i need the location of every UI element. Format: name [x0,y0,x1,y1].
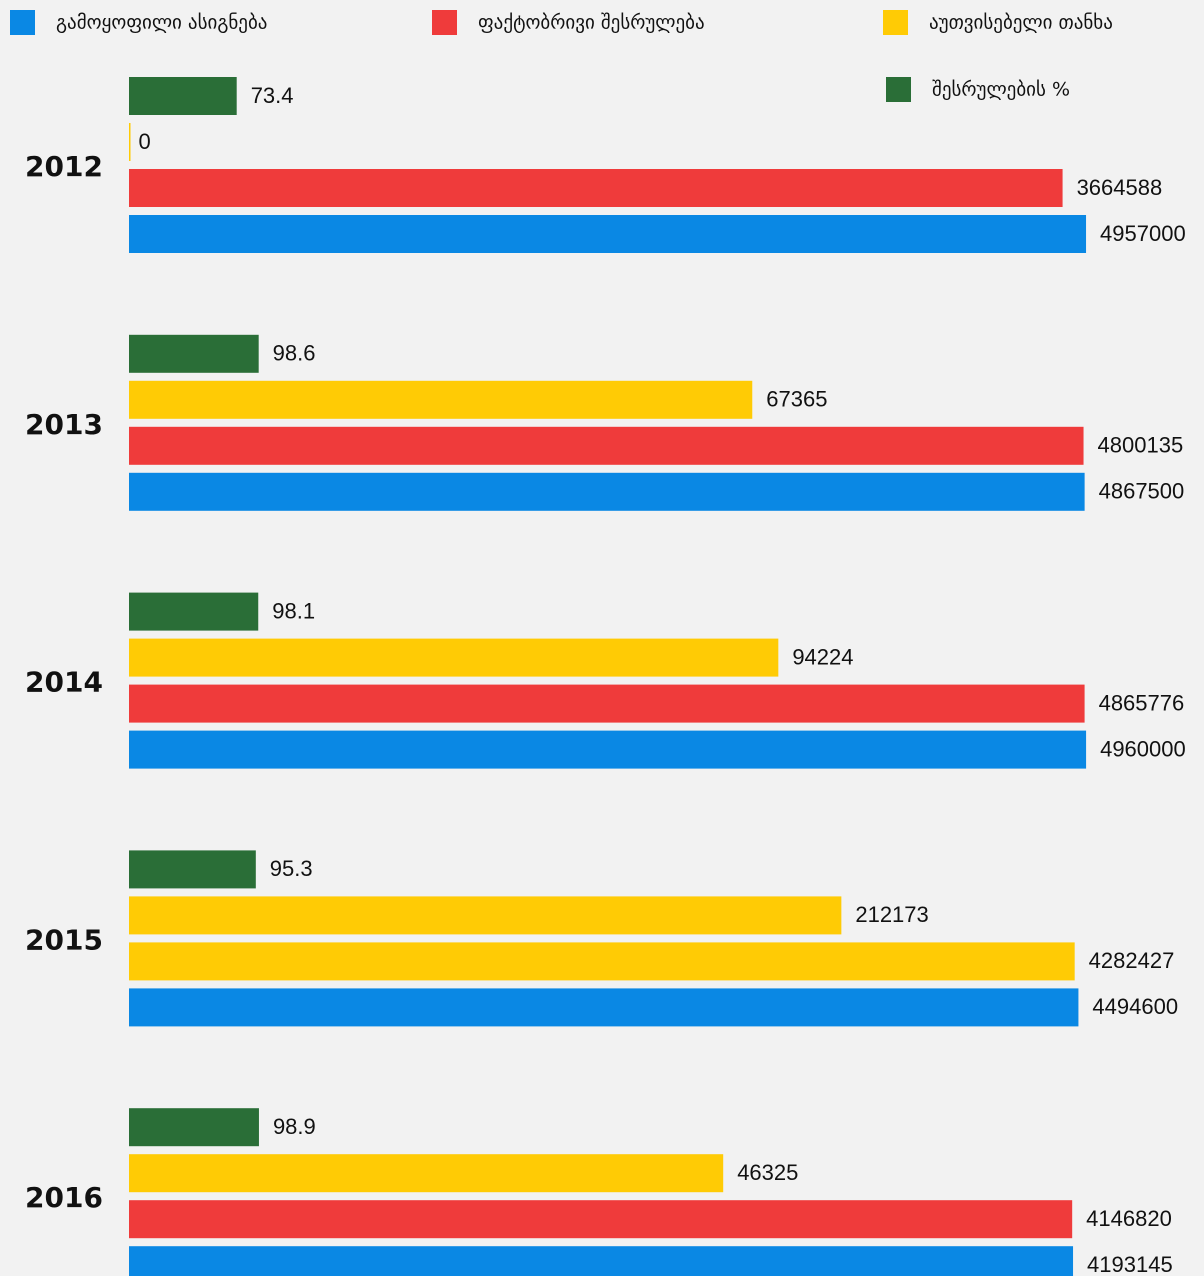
value-label: 98.6 [273,341,316,366]
value-label: 95.3 [270,856,313,881]
value-label: 46325 [737,1160,798,1185]
value-label: 212173 [855,902,928,927]
year-label: 2014 [25,666,103,699]
bar [129,334,259,373]
value-label: 3664588 [1077,175,1163,200]
bar [129,169,1063,207]
bar [129,1246,1074,1276]
legend-swatch [883,10,908,35]
legend-swatch [886,77,911,102]
bar [129,77,237,115]
value-label: 4957000 [1100,221,1186,246]
year-label: 2013 [25,408,103,441]
bar [129,638,779,677]
legend-label: გამოყოფილი ასიგნება [56,12,267,34]
legend-swatch [10,10,35,35]
legend-label: შესრულების % [932,79,1070,101]
bar [129,592,259,631]
bar [129,1200,1073,1239]
value-label: 4494600 [1092,994,1178,1019]
legend-label: ფაქტობრივი შესრულება [478,12,705,34]
bar [129,426,1084,465]
bar [129,472,1085,511]
value-label: 4146820 [1086,1206,1172,1231]
value-label: 0 [139,129,151,154]
bar [129,896,842,935]
bar [129,850,256,889]
value-label: 4865776 [1099,690,1185,715]
bar [129,730,1087,769]
value-label: 94224 [792,644,853,669]
year-label: 2015 [25,923,103,956]
value-label: 4193145 [1087,1252,1173,1276]
value-label: 67365 [766,387,827,412]
bar [129,1108,259,1147]
bar [129,123,131,161]
bar [129,1154,724,1193]
year-label: 2012 [25,150,103,183]
value-label: 4960000 [1100,736,1186,761]
value-label: 98.9 [273,1114,316,1139]
value-label: 4867500 [1099,479,1185,504]
legend-label: აუთვისებელი თანხა [929,12,1113,34]
value-label: 4800135 [1098,433,1184,458]
bar [129,380,753,419]
bar [129,988,1079,1027]
legend-swatch [432,10,457,35]
value-label: 73.4 [251,83,294,108]
bar [129,215,1087,253]
value-label: 98.1 [272,598,315,623]
value-label: 4282427 [1089,948,1175,973]
bar [129,942,1075,981]
year-label: 2016 [25,1181,103,1214]
bar [129,684,1085,723]
